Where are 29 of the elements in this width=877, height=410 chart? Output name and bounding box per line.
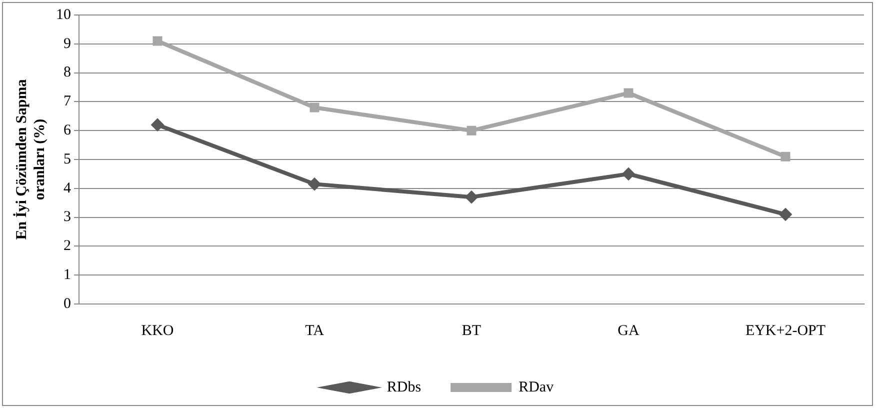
y-tick-label: 4 (64, 180, 72, 196)
y-tick-label: 8 (64, 64, 71, 81)
y-tick-label: 10 (56, 6, 71, 23)
y-tick-label: 0 (64, 296, 71, 312)
y-tick-label: 6 (64, 122, 72, 139)
legend-label: RDav (518, 379, 554, 396)
point (466, 126, 476, 136)
x-tick-label: EYK+2-OPT (745, 322, 826, 339)
point (779, 208, 792, 221)
x-tick-label: TA (305, 322, 324, 339)
y-tick-label: 9 (64, 36, 71, 52)
point (780, 152, 790, 162)
point (622, 167, 635, 180)
y-tick-label: 5 (64, 151, 71, 168)
point (152, 36, 162, 46)
point (308, 178, 321, 191)
y-tick-label: 3 (64, 209, 71, 226)
point (151, 118, 164, 132)
point (624, 88, 634, 98)
x-tick-label: KKO (141, 322, 174, 339)
y-tick-label: 1 (64, 267, 71, 284)
legend-label: RDbs (386, 379, 422, 396)
x-tick-label: GA (618, 322, 640, 339)
x-tick-label: BT (462, 322, 482, 339)
point (465, 190, 478, 204)
point (310, 102, 320, 112)
y-tick-label: 2 (64, 238, 71, 254)
y-tick-label: 7 (64, 94, 72, 110)
y-axis-title: En İyi Çözümden Sapma oranları (%) (12, 78, 48, 240)
